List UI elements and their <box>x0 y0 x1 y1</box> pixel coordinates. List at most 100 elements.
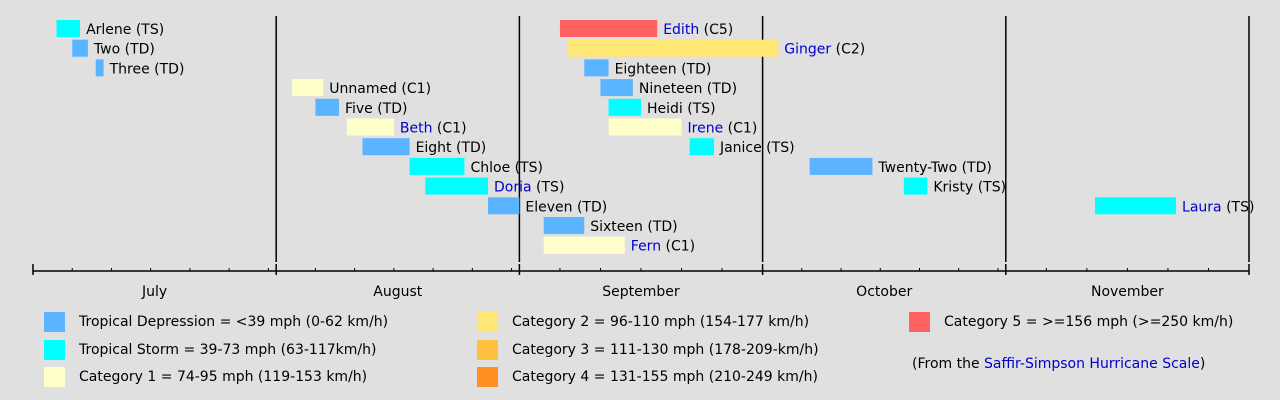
storm-label-sixteen: Sixteen (TD) <box>590 219 677 235</box>
storm-name[interactable]: Irene <box>688 121 724 137</box>
storm-category: (TD) <box>702 81 737 97</box>
storm-label-eight: Eight (TD) <box>416 140 487 156</box>
storm-bar-five <box>315 98 339 116</box>
storm-name: Two <box>93 42 120 58</box>
storm-name: Nineteen <box>639 81 702 97</box>
storm-category: (TD) <box>120 42 155 58</box>
month-label: September <box>602 284 680 300</box>
storm-label-chloe: Chloe (TS) <box>470 160 543 176</box>
storm-label-nineteen: Nineteen (TD) <box>639 81 737 97</box>
legend-item-ts: Tropical Storm = 39-73 mph (63-117km/h) <box>44 339 376 361</box>
storm-name: Three <box>109 61 150 77</box>
storm-category: (TS) <box>532 180 565 196</box>
storm-bars: Arlene (TS) Two (TD) Three (TD) Unnamed (C1… <box>56 20 1254 255</box>
storm-bar-janice <box>689 138 714 156</box>
storm-label-two: Two (TD) <box>93 42 155 58</box>
storm-bar-kristy <box>903 177 928 195</box>
storm-category: (TS) <box>762 140 795 156</box>
storm-category: (C1) <box>432 121 466 137</box>
saffir-simpson-link[interactable]: Saffir-Simpson Hurricane Scale <box>984 356 1200 372</box>
storm-name[interactable]: Edith <box>663 22 699 38</box>
storm-timeline-chart: July August September October November Arlen… <box>32 16 1254 300</box>
storm-name: Five <box>345 101 373 117</box>
storm-name: Unnamed <box>329 81 397 97</box>
storm-name: Eighteen <box>615 61 677 77</box>
storm-label-three: Three (TD) <box>109 61 185 77</box>
storm-category: (C2) <box>831 42 865 58</box>
storm-name[interactable]: Beth <box>400 121 433 137</box>
legend-item-c5: Category 5 = >=156 mph (>=250 km/h) <box>909 311 1233 333</box>
month-label: October <box>856 284 912 300</box>
storm-name: Janice <box>719 140 762 156</box>
storm-category: (C5) <box>699 22 733 38</box>
storm-name[interactable]: Fern <box>631 239 661 255</box>
storm-category: (TD) <box>677 61 712 77</box>
storm-label-edith[interactable]: Edith (C5) <box>663 22 733 38</box>
storm-label-doria[interactable]: Doria (TS) <box>494 180 564 196</box>
storm-label-heidi: Heidi (TS) <box>647 101 716 117</box>
legend-swatch-c5 <box>909 312 930 332</box>
storm-bar-fern <box>543 236 625 254</box>
storm-label-janice: Janice (TS) <box>719 140 795 156</box>
storm-category: (TS) <box>973 180 1006 196</box>
storm-category: (TD) <box>957 160 992 176</box>
storm-bar-irene <box>608 118 682 136</box>
source-suffix: ) <box>1199 356 1206 372</box>
storm-bar-heidi <box>608 98 641 116</box>
storm-name: Chloe <box>470 160 510 176</box>
storm-label-arlene: Arlene (TS) <box>86 22 164 38</box>
storm-bar-ginger <box>568 39 779 57</box>
intensity-legend: Tropical Depression = <39 mph (0-62 km/h… <box>0 300 1280 400</box>
legend-swatch-td <box>44 312 65 332</box>
storm-label-five: Five (TD) <box>345 101 408 117</box>
storm-label-eighteen: Eighteen (TD) <box>615 61 712 77</box>
storm-category: (TD) <box>373 101 408 117</box>
scale-source-note: (From the Saffir-Simpson Hurricane Scale… <box>912 356 1205 372</box>
storm-name[interactable]: Laura <box>1182 199 1222 215</box>
storm-category: (TD) <box>452 140 487 156</box>
storm-label-fern[interactable]: Fern (C1) <box>631 239 695 255</box>
storm-name[interactable]: Doria <box>494 180 532 196</box>
storm-bar-chloe <box>409 157 465 175</box>
storm-name: Heidi <box>647 101 683 117</box>
storm-label-kristy: Kristy (TS) <box>933 180 1006 196</box>
storm-bar-eighteen <box>584 59 609 77</box>
storm-bar-eight <box>362 138 410 156</box>
month-label: August <box>373 284 423 300</box>
legend-text-c3: Category 3 = 111-130 mph (178-209-km/h) <box>512 342 819 358</box>
legend-text-c5: Category 5 = >=156 mph (>=250 km/h) <box>944 314 1234 330</box>
storm-category: (TD) <box>573 199 608 215</box>
storm-label-unnamed: Unnamed (C1) <box>329 81 431 97</box>
storm-name: Eleven <box>525 199 572 215</box>
legend-swatch-c4 <box>477 367 498 387</box>
legend-text-c1: Category 1 = 74-95 mph (119-153 km/h) <box>79 369 368 385</box>
storm-name[interactable]: Ginger <box>784 42 831 58</box>
legend-text-c2: Category 2 = 96-110 mph (154-177 km/h) <box>512 314 810 330</box>
storm-label-beth[interactable]: Beth (C1) <box>400 121 467 137</box>
legend-item-c3: Category 3 = 111-130 mph (178-209-km/h) <box>477 339 819 361</box>
legend-item-td: Tropical Depression = <39 mph (0-62 km/h… <box>44 311 388 333</box>
storm-name: Twenty-Two <box>877 160 957 176</box>
storm-label-eleven: Eleven (TD) <box>525 199 607 215</box>
storm-bar-nineteen <box>600 79 633 97</box>
storm-category: (TD) <box>643 219 678 235</box>
storm-category: (TS) <box>683 101 716 117</box>
storm-bar-doria <box>425 177 489 195</box>
storm-bar-twenty-two <box>809 157 873 175</box>
storm-bar-arlene <box>56 20 81 37</box>
storm-name: Arlene <box>86 22 131 38</box>
storm-bar-unnamed <box>291 79 324 97</box>
storm-bar-laura <box>1094 197 1177 215</box>
storm-label-ginger[interactable]: Ginger (C2) <box>784 42 865 58</box>
storm-bar-three <box>95 59 104 77</box>
legend-text-ts: Tropical Storm = 39-73 mph (63-117km/h) <box>79 342 377 358</box>
storm-label-irene[interactable]: Irene (C1) <box>688 121 758 137</box>
storm-category: (C1) <box>397 81 431 97</box>
storm-name: Eight <box>416 140 452 156</box>
month-label: November <box>1091 284 1164 300</box>
legend-swatch-c3 <box>477 340 498 360</box>
storm-label-laura[interactable]: Laura (TS) <box>1182 199 1254 215</box>
legend-swatch-ts <box>44 340 65 360</box>
legend-item-c4: Category 4 = 131-155 mph (210-249 km/h) <box>477 366 818 388</box>
storm-name: Sixteen <box>590 219 643 235</box>
